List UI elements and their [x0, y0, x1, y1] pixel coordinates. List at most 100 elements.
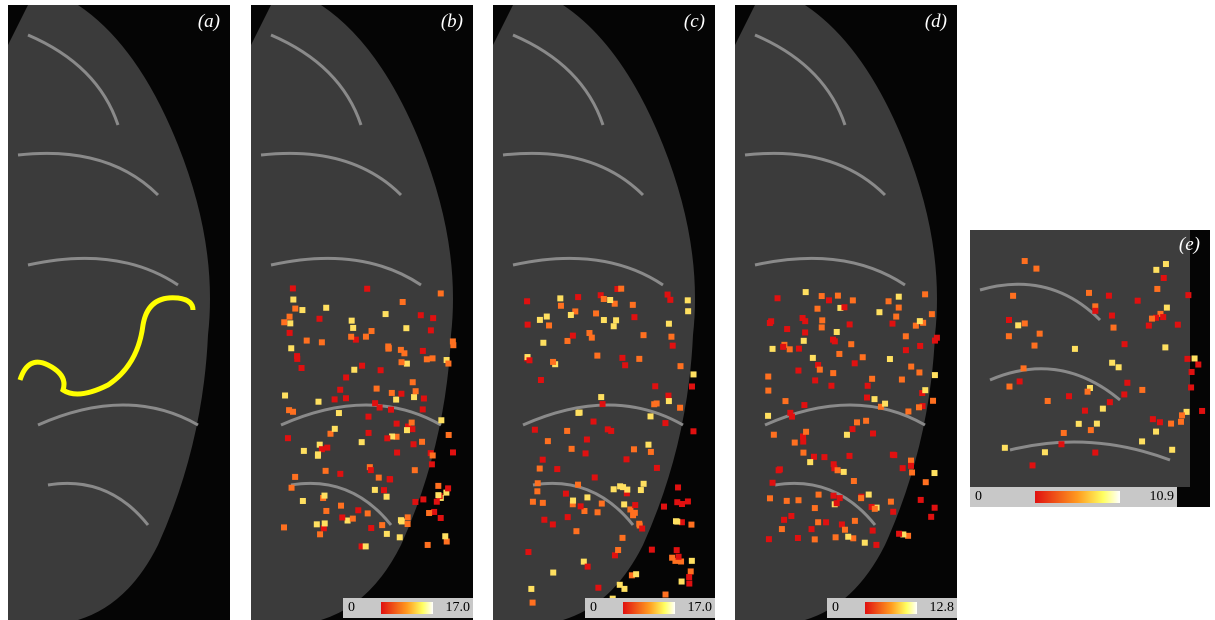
activation-voxel	[1145, 322, 1152, 329]
activation-voxel	[393, 420, 400, 427]
activation-voxel	[1086, 385, 1093, 392]
activation-voxel	[837, 304, 844, 311]
activation-voxel	[408, 419, 415, 426]
activation-voxel	[1084, 388, 1091, 395]
activation-voxel	[1121, 391, 1128, 398]
activation-voxel	[534, 480, 541, 487]
activation-voxel	[350, 324, 357, 331]
activation-voxel	[550, 358, 557, 365]
activation-voxel	[825, 297, 832, 304]
activation-voxel	[1075, 420, 1082, 427]
activation-voxel	[1195, 361, 1202, 368]
activation-voxel	[895, 293, 902, 300]
activation-voxel	[443, 357, 450, 364]
activation-voxel	[562, 490, 569, 497]
activation-voxel	[564, 427, 571, 434]
activation-voxel	[648, 546, 655, 553]
activation-voxel	[890, 508, 897, 515]
activation-voxel	[1188, 384, 1195, 391]
activation-voxel	[794, 535, 801, 542]
activation-voxel	[1010, 292, 1017, 299]
activation-voxel	[1036, 330, 1043, 337]
activation-voxel	[622, 362, 629, 369]
activation-voxel	[1154, 285, 1161, 292]
activation-voxel	[678, 519, 685, 526]
activation-voxel	[1160, 314, 1167, 321]
activation-voxel	[645, 441, 652, 448]
activation-voxel	[889, 451, 896, 458]
activation-voxel	[443, 489, 450, 496]
activation-voxel	[567, 311, 574, 318]
activation-voxel	[524, 321, 531, 328]
activation-voxel	[685, 308, 692, 315]
activation-voxel	[616, 581, 623, 588]
activation-voxel	[1168, 420, 1175, 427]
activation-voxel	[636, 522, 643, 529]
activation-voxel	[686, 574, 693, 581]
activation-voxel	[684, 498, 691, 505]
activation-voxel	[841, 304, 848, 311]
activation-voxel	[786, 346, 793, 353]
activation-voxel	[438, 417, 445, 424]
activation-voxel	[371, 486, 378, 493]
activation-voxel	[769, 479, 776, 486]
activation-voxel	[630, 512, 637, 519]
activation-voxel	[838, 521, 845, 528]
activation-voxel	[800, 449, 807, 456]
activation-voxel	[529, 599, 536, 606]
activation-voxel	[384, 435, 391, 442]
activation-voxel	[290, 296, 297, 303]
activation-voxel	[401, 350, 408, 357]
activation-voxel	[907, 462, 914, 469]
activation-voxel	[1157, 310, 1164, 317]
activation-voxel	[673, 547, 680, 554]
activation-voxel	[284, 435, 291, 442]
activation-voxel	[313, 521, 320, 528]
activation-voxel	[608, 427, 615, 434]
activation-voxel	[889, 320, 896, 327]
activation-voxel	[315, 451, 322, 458]
activation-voxel	[931, 372, 938, 379]
activation-voxel	[424, 541, 431, 548]
activation-voxel	[922, 479, 929, 486]
activation-voxel	[541, 516, 548, 523]
activation-voxel	[783, 497, 790, 504]
activation-voxel	[834, 467, 841, 474]
activation-voxel	[575, 481, 582, 488]
activation-voxel	[647, 413, 654, 420]
activation-voxel	[1020, 365, 1027, 372]
activation-voxel	[814, 305, 821, 312]
activation-voxel	[337, 386, 344, 393]
activation-voxel	[1015, 322, 1022, 329]
activation-voxel	[621, 501, 628, 508]
panel-d: (d) 0 12.8	[735, 5, 957, 620]
colorbar-max: 17.0	[446, 600, 471, 615]
activation-voxel	[800, 433, 807, 440]
activation-voxel	[1160, 274, 1167, 281]
activation-voxel	[688, 557, 695, 564]
activation-voxel	[782, 398, 789, 405]
activation-voxel	[810, 453, 817, 460]
activation-voxel	[611, 552, 618, 559]
activation-voxel	[843, 431, 850, 438]
activation-voxel	[614, 285, 621, 292]
activation-voxel	[617, 483, 624, 490]
activation-voxel	[286, 313, 293, 320]
activation-voxel	[604, 426, 611, 433]
activation-voxel	[403, 360, 410, 367]
activation-voxel	[766, 495, 773, 502]
activation-voxel	[869, 527, 876, 534]
activation-voxel	[863, 417, 870, 424]
activation-voxel	[821, 454, 828, 461]
activation-voxel	[677, 363, 684, 370]
activation-voxel	[788, 413, 795, 420]
activation-voxel	[598, 500, 605, 507]
activation-voxel	[298, 365, 305, 372]
activation-voxel	[613, 317, 620, 324]
activation-voxel	[383, 530, 390, 537]
activation-voxel	[799, 315, 806, 322]
activation-voxel	[524, 354, 531, 361]
activation-voxel	[627, 506, 634, 513]
activation-voxel	[580, 558, 587, 565]
activation-voxel	[382, 311, 389, 318]
